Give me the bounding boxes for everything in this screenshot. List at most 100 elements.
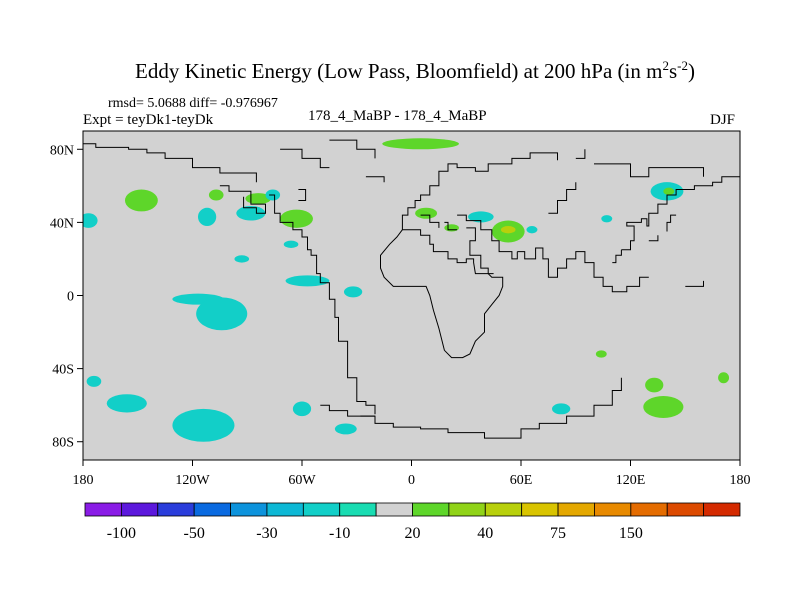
colorbar-swatch-16 <box>666 502 705 517</box>
anomaly-region-13 <box>196 297 248 331</box>
x-tick-label-5: 120E <box>616 473 646 488</box>
anomaly-region-19 <box>552 403 571 415</box>
anomaly-region-9 <box>283 240 299 248</box>
colorbar-swatch-8 <box>375 502 413 517</box>
colorbar-swatch-6 <box>302 502 341 517</box>
coastline-22 <box>612 249 622 264</box>
anomaly-region-30 <box>526 226 538 234</box>
colorbar-swatch-5 <box>266 502 304 517</box>
coastline-12 <box>457 214 518 260</box>
anomaly-region-33 <box>663 187 675 195</box>
anomaly-region-22 <box>718 372 730 384</box>
coastline-20 <box>666 214 677 232</box>
anomaly-region-21 <box>643 396 684 418</box>
x-tick-label-6: 180 <box>730 473 751 488</box>
anomaly-region-24 <box>382 138 459 150</box>
anomaly-region-20 <box>645 377 664 393</box>
anomaly-region-5 <box>236 205 266 221</box>
anomaly-regions <box>83 138 730 442</box>
anomaly-region-8 <box>234 255 250 263</box>
colorbar-swatch-13 <box>557 502 595 517</box>
anomaly-region-26 <box>444 224 459 232</box>
coastline-21 <box>648 235 659 242</box>
coastline-1 <box>219 185 266 214</box>
colorbar-swatch-14 <box>594 502 632 517</box>
coastline-15 <box>517 247 649 293</box>
y-tick-label-4: 80S <box>52 436 74 451</box>
coastlines <box>83 139 740 439</box>
coastline-18 <box>594 163 704 178</box>
anomaly-region-3 <box>208 189 224 201</box>
coastline-6 <box>365 176 385 183</box>
anomaly-region-29 <box>500 226 516 234</box>
colorbar-swatch-7 <box>339 502 377 517</box>
coastline-23 <box>685 280 704 287</box>
coastline-10 <box>420 214 440 228</box>
colorbar-label-1: -50 <box>184 525 205 542</box>
title-text: Eddy Kinetic Energy (Low Pass, Bloomfiel… <box>135 59 663 83</box>
anomaly-region-31 <box>601 215 613 223</box>
coastline-3 <box>280 148 330 169</box>
colorbar-swatch-3 <box>193 502 231 517</box>
coastline-7 <box>320 377 622 439</box>
title-exponent-2: -2 <box>677 58 688 73</box>
x-axis: 180 120W 60W 0 60E 120E 180 <box>73 460 751 488</box>
anomaly-region-4 <box>245 193 271 205</box>
coastline-5 <box>329 139 376 159</box>
anomaly-region-11 <box>343 286 363 298</box>
colorbar-swatch-12 <box>521 502 559 517</box>
y-tick-label-3: 40S <box>52 363 74 378</box>
colorbar-swatch-2 <box>157 502 195 517</box>
title-exponent-1: 2 <box>662 58 669 73</box>
anomaly-region-18 <box>334 423 357 435</box>
coastline-4 <box>298 189 307 201</box>
colorbar-swatch-10 <box>448 502 486 517</box>
coastline-19 <box>621 176 740 251</box>
anomaly-region-10 <box>285 275 330 287</box>
colorbar-label-7: 150 <box>619 525 643 542</box>
coastline-0 <box>83 143 257 183</box>
colorbar-swatch-15 <box>630 502 668 517</box>
colorbar-label-3: -10 <box>329 525 350 542</box>
x-tick-label-0: 180 <box>73 473 94 488</box>
anomaly-region-23 <box>595 350 607 358</box>
colorbar-swatch-4 <box>230 502 268 517</box>
x-tick-label-3: 0 <box>408 473 415 488</box>
stats-text: rmsd= 5.0688 diff= -0.976967 <box>108 96 278 111</box>
colorbar-swatch-9 <box>412 502 450 517</box>
anomaly-region-15 <box>106 394 147 413</box>
colorbar-swatch-17 <box>703 502 741 517</box>
y-tick-label-0: 80N <box>50 143 74 158</box>
coastline-14 <box>380 229 504 359</box>
colorbar-label-4: 20 <box>405 525 421 542</box>
anomaly-region-1 <box>83 213 98 228</box>
y-tick-label-2: 0 <box>67 290 74 305</box>
colorbar: -100 -50 -30 -10 20 40 75 150 <box>84 502 741 542</box>
anomaly-region-6 <box>280 209 313 228</box>
x-tick-label-4: 60E <box>510 473 533 488</box>
anomaly-region-2 <box>197 207 217 227</box>
colorbar-label-5: 40 <box>477 525 493 542</box>
colorbar-label-2: -30 <box>256 525 277 542</box>
x-tick-label-2: 60W <box>288 473 316 488</box>
colorbar-swatch-1 <box>120 502 159 517</box>
chart-title: Eddy Kinetic Energy (Low Pass, Bloomfiel… <box>0 58 800 84</box>
colorbar-swatch-11 <box>484 502 523 517</box>
title-close: ) <box>687 59 695 83</box>
anomaly-region-14 <box>86 375 102 387</box>
season-label: DJF <box>710 112 736 128</box>
anomaly-region-17 <box>292 401 312 417</box>
anomaly-region-25 <box>415 207 438 219</box>
y-axis: 80N 40N 0 40S 80S <box>50 143 83 451</box>
title-unit-s: s <box>668 59 678 83</box>
colorbar-label-0: -100 <box>107 525 136 542</box>
anomaly-region-27 <box>468 211 494 223</box>
coastline-16 <box>548 182 577 214</box>
anomaly-region-0 <box>124 189 158 212</box>
case-label: 178_4_MaBP - 178_4_MaBP <box>308 108 487 124</box>
coastline-9 <box>401 152 558 230</box>
coastline-11 <box>444 221 458 231</box>
y-tick-label-1: 40N <box>50 216 74 231</box>
colorbar-label-6: 75 <box>550 525 566 542</box>
experiment-label: Expt = teyDk1-teyDk <box>83 112 214 128</box>
